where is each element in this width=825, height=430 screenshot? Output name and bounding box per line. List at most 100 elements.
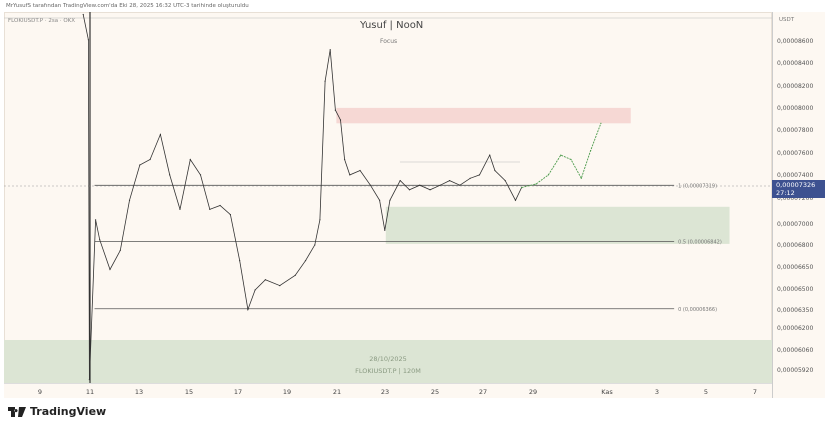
fib-label-1: 0.5 (0,00006842) bbox=[678, 240, 722, 246]
projection-point-0 bbox=[521, 186, 523, 189]
price-point-29 bbox=[334, 109, 336, 111]
time-tick: Kas bbox=[601, 388, 613, 396]
time-tick: 15 bbox=[184, 388, 194, 396]
price-point-15 bbox=[209, 208, 211, 210]
price-point-24 bbox=[304, 260, 307, 262]
price-point-36 bbox=[384, 229, 386, 231]
time-tick: 13 bbox=[134, 388, 144, 396]
price-point-3 bbox=[94, 219, 97, 221]
price-point-8 bbox=[139, 164, 141, 166]
price-point-41 bbox=[429, 189, 431, 191]
fib-label-2: 0 (0,00006366) bbox=[678, 307, 717, 313]
price-tick: 0,00008000 bbox=[777, 105, 814, 112]
time-tick: 11 bbox=[85, 388, 95, 396]
bar-countdown: 27:12 bbox=[776, 189, 795, 197]
projection-point-3 bbox=[560, 154, 562, 156]
price-tick: 0,00007200 bbox=[777, 195, 814, 202]
logo-text: TradingView bbox=[30, 405, 107, 418]
price-tick: 0,00007800 bbox=[777, 127, 814, 134]
price-point-16 bbox=[219, 204, 221, 207]
bottom-demand-zone: 28/10/2025 FLOKIUSDT.P | 120M bbox=[4, 340, 772, 383]
price-point-43 bbox=[449, 180, 451, 182]
price-point-34 bbox=[369, 184, 371, 186]
price-tick: 0,00008600 bbox=[777, 38, 814, 45]
price-plot: 1 (0,00007319) 0.5 (0,00006842) 0 (0,00006… bbox=[4, 12, 772, 383]
projection-point-2 bbox=[547, 174, 550, 176]
price-point-10 bbox=[159, 133, 162, 136]
price-point-19 bbox=[247, 309, 249, 311]
price-tick: 0,00007600 bbox=[777, 150, 814, 157]
price-point-28 bbox=[329, 49, 331, 51]
price-point-22 bbox=[279, 285, 281, 287]
price-point-1 bbox=[87, 39, 89, 41]
time-tick: 3 bbox=[654, 388, 660, 396]
price-tick: 0,00007400 bbox=[777, 172, 814, 179]
price-point-12 bbox=[179, 208, 181, 210]
zone-0 bbox=[336, 107, 631, 124]
price-tick: 0,00006500 bbox=[777, 286, 814, 293]
price-point-48 bbox=[494, 169, 496, 172]
price-point-50 bbox=[514, 199, 517, 201]
price-line bbox=[82, 14, 522, 380]
price-point-14 bbox=[199, 174, 202, 176]
price-point-25 bbox=[314, 244, 316, 246]
price-point-5 bbox=[109, 268, 111, 271]
time-tick: 9 bbox=[37, 388, 43, 396]
projection-point-5 bbox=[580, 177, 582, 179]
time-tick: 27 bbox=[478, 388, 488, 396]
price-point-31 bbox=[344, 158, 346, 161]
zone-symbol: FLOKIUSDT.P | 120M bbox=[355, 367, 421, 375]
tradingview-logo-icon bbox=[8, 406, 26, 417]
time-tick: 29 bbox=[528, 388, 538, 396]
projection-point-6 bbox=[590, 149, 592, 152]
price-tick: 0,00005920 bbox=[777, 367, 814, 374]
price-point-21 bbox=[264, 279, 266, 281]
price-tick: 0,00008400 bbox=[777, 60, 814, 67]
price-point-2 bbox=[88, 378, 90, 381]
price-point-20 bbox=[254, 289, 256, 291]
projection-point-7 bbox=[600, 122, 602, 124]
price-point-26 bbox=[319, 219, 321, 221]
projection-point-1 bbox=[535, 183, 537, 185]
price-point-0 bbox=[82, 13, 84, 16]
price-point-33 bbox=[359, 169, 361, 172]
symbol-label[interactable]: FLOKIUSDT.P · 2sa · OKX bbox=[8, 18, 76, 24]
price-point-7 bbox=[128, 199, 131, 201]
time-tick: 21 bbox=[332, 388, 342, 396]
chart-subtitle: Focus bbox=[380, 38, 398, 45]
price-point-27 bbox=[324, 80, 326, 82]
price-point-39 bbox=[408, 189, 411, 191]
price-point-11 bbox=[169, 174, 171, 176]
time-tick: 19 bbox=[282, 388, 292, 396]
price-point-38 bbox=[399, 180, 401, 182]
price-point-40 bbox=[419, 184, 421, 186]
price-point-23 bbox=[294, 274, 296, 276]
time-tick: 25 bbox=[430, 388, 440, 396]
price-point-13 bbox=[189, 158, 191, 161]
price-point-17 bbox=[229, 214, 231, 216]
price-point-4 bbox=[99, 239, 101, 241]
price-axis[interactable]: USDT 0,00008600 0,00008400 0,00008200 0,000… bbox=[772, 12, 825, 398]
tradingview-logo[interactable]: TradingView bbox=[8, 405, 106, 418]
current-price-badge: 0,00007326 27:12 bbox=[772, 180, 825, 198]
price-point-44 bbox=[459, 184, 461, 186]
time-axis[interactable]: 9 11 13 15 17 19 21 23 25 27 29 Kas 3 5 7 bbox=[4, 383, 772, 398]
price-point-45 bbox=[469, 177, 471, 179]
price-point-18 bbox=[239, 260, 241, 262]
projection-point-4 bbox=[570, 158, 572, 161]
price-point-46 bbox=[478, 174, 481, 176]
price-point-30 bbox=[339, 119, 342, 121]
chart-area[interactable] bbox=[4, 12, 772, 383]
zone-date: 28/10/2025 bbox=[369, 355, 407, 363]
chart-credit: MrYusufS tarafından TradingView.com'da E… bbox=[6, 3, 249, 9]
time-tick: 23 bbox=[380, 388, 390, 396]
price-tick: 0,00006200 bbox=[777, 325, 814, 332]
price-point-35 bbox=[379, 199, 381, 201]
fib-label-0: 1 (0,00007319) bbox=[678, 183, 717, 189]
time-tick: 7 bbox=[752, 388, 758, 396]
price-tick: 0,00006800 bbox=[777, 242, 814, 249]
price-tick: 0,00007000 bbox=[777, 221, 814, 228]
current-price: 0,00007326 bbox=[776, 181, 816, 189]
currency-label[interactable]: USDT bbox=[779, 17, 795, 23]
price-point-49 bbox=[504, 180, 506, 182]
